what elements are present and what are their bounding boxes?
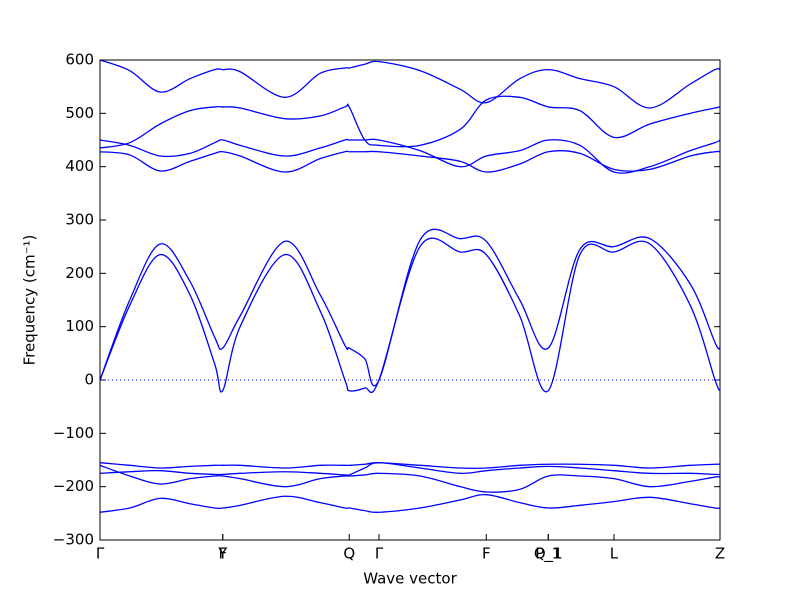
band-line: [99, 462, 721, 477]
band-line: [99, 228, 721, 387]
band-line: [99, 59, 721, 109]
x-tick-label: F: [482, 545, 491, 563]
band-line: [99, 462, 721, 469]
y-tick-label: −100: [53, 424, 94, 442]
x-tick-label: Q: [343, 545, 355, 563]
band-line: [99, 237, 721, 394]
x-axis-label: Wave vector: [363, 570, 457, 588]
x-tick-label: Z: [715, 545, 725, 563]
x-tick-label: P_1: [535, 545, 561, 564]
band-line: [99, 464, 721, 493]
x-tick-label: Γ: [375, 545, 384, 563]
x-tick-label: Q_1: [534, 545, 563, 564]
y-tick-label: 300: [65, 211, 94, 229]
x-tick-label: Γ: [96, 545, 105, 563]
band-line: [99, 95, 721, 149]
y-tick-label: 400: [65, 157, 94, 175]
y-tick-label: 500: [65, 104, 94, 122]
y-tick-label: 200: [65, 264, 94, 282]
x-tick-label: F: [218, 545, 227, 563]
x-tick-label: L: [610, 545, 619, 563]
y-tick-label: −300: [53, 531, 94, 549]
y-axis-label: Frequency (cm⁻¹): [21, 235, 39, 366]
x-tick-label: Y: [217, 545, 228, 563]
y-tick-label: 600: [65, 51, 94, 69]
y-tick-label: −200: [53, 477, 94, 495]
band-line: [99, 150, 721, 173]
y-tick-label: 0: [84, 371, 94, 389]
band-line: [99, 138, 721, 174]
y-tick-label: 100: [65, 317, 94, 335]
band-line: [99, 494, 721, 514]
plot-frame: [99, 59, 721, 541]
